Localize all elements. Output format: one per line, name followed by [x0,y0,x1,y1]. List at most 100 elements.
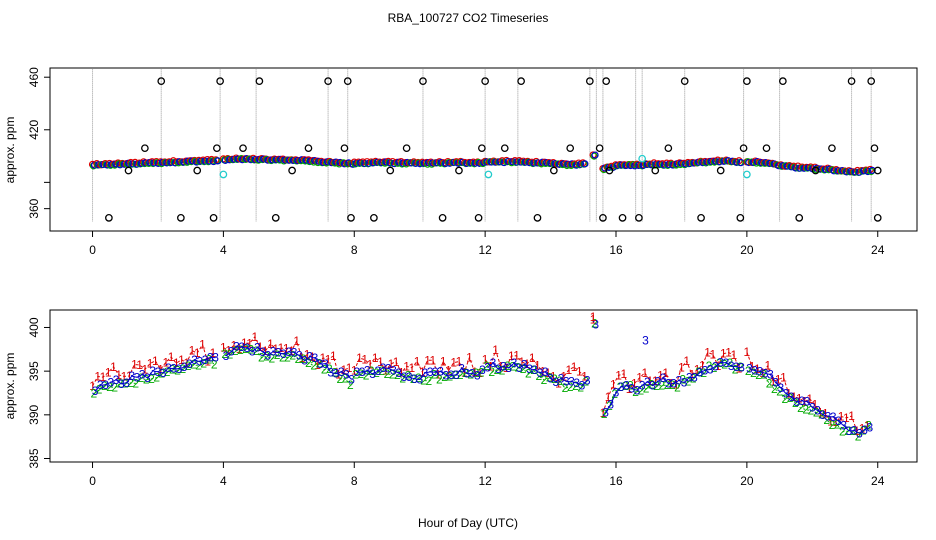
series-1-marker: 1 [136,358,143,372]
top-series-point [568,160,576,168]
top-panel: 0 4 8 12 16 20 24 360 420 460 approx. ppm [3,67,918,257]
series-2-marker: 2 [727,356,734,370]
series-1-marker: 1 [683,354,690,368]
series-3-marker: 3 [767,368,774,382]
series-1-marker: 1 [492,343,499,357]
series-3-marker: 3 [762,366,769,380]
series-2-marker: 2 [823,413,830,427]
series-2-marker: 2 [227,347,234,361]
top-series-point [294,156,302,165]
series-3-marker: 3 [374,364,381,378]
series-3-marker: 3 [696,366,703,380]
series-1-marker: 1 [304,348,311,362]
series-2-marker: 2 [106,380,113,394]
series-1-marker: 1 [456,355,463,369]
series-2-marker: 2 [591,317,598,331]
series-1-marker: 1 [605,390,612,404]
series-3-marker: 3 [516,361,523,375]
series-1-marker: 1 [157,362,164,376]
series-1-marker: 1 [571,360,578,374]
top-series-point [572,161,581,169]
series-1-marker: 1 [429,353,436,367]
top-series-point [559,160,567,169]
outlier-circle [124,166,133,175]
series-3-marker: 3 [296,349,303,363]
series-2-marker: 2 [179,362,186,376]
outlier-circle [347,214,355,222]
series-2-marker: 2 [577,380,584,394]
x-tick-label: 16 [609,243,623,257]
series-1-line [602,351,740,414]
series-3-line [605,361,742,413]
series-3-line [749,368,871,434]
series-3-marker: 3 [228,345,235,359]
outlier-circle [566,144,575,153]
series-1-marker: 1 [189,344,196,358]
chart-title: RBA_100727 CO2 Timeseries [388,11,549,25]
series-1-marker: 1 [89,379,96,393]
cyan-circle [484,170,493,179]
series-3-marker: 3 [665,377,672,391]
series-3-marker: 3 [244,341,251,355]
series-3-marker: 3 [312,351,319,365]
series-1-marker: 1 [162,355,169,369]
x-tick-label: 0 [89,474,96,488]
series-3-marker: 3 [139,368,146,382]
series-3-marker: 3 [333,367,340,381]
outlier-circle [343,77,352,85]
y-tick-label: 385 [27,448,41,468]
series-3-marker: 3 [639,378,646,392]
spike-marker: 1 [590,310,597,324]
top-series-point [436,159,444,167]
series-1-marker: 1 [621,367,628,381]
series-1-marker: 1 [346,361,353,375]
series-2-marker: 2 [664,378,671,392]
series-2-marker: 2 [111,380,118,394]
series-1-marker: 1 [388,357,395,371]
series-1-marker: 1 [419,365,426,379]
outlier-circle [157,77,166,85]
series-2-marker: 2 [342,372,349,386]
y-tick-label: 390 [27,404,41,424]
series-2-marker: 2 [295,352,302,366]
series-2-marker: 2 [850,424,857,438]
series-3-marker: 3 [364,364,371,378]
top-data-series [88,151,876,176]
series-1-marker: 1 [435,368,442,382]
series-2-line [486,365,587,389]
series-2-marker: 2 [611,387,618,401]
series-3-marker: 3 [160,366,167,380]
series-2-marker: 2 [206,352,213,366]
series-3-marker: 3 [702,363,709,377]
series-3-marker: 3 [191,353,198,367]
series-3-marker: 3 [202,353,209,367]
series-1-marker: 1 [720,347,727,361]
series-3-marker: 3 [547,372,554,386]
series-2-marker: 2 [431,367,438,381]
series-3-marker: 3 [592,318,599,332]
series-3-marker: 3 [291,345,298,359]
series-2-marker: 2 [745,364,752,378]
series-3-marker: 3 [867,421,874,435]
series-2-marker: 2 [669,378,676,392]
series-1-marker: 1 [704,346,711,360]
series-1-marker: 1 [749,360,756,374]
series-3-marker: 3 [181,360,188,374]
outlier-circle [779,77,787,85]
series-1-marker: 1 [393,355,400,369]
series-3-marker: 3 [463,367,470,381]
series-2-marker: 2 [787,391,794,405]
series-2-marker: 2 [420,374,427,388]
series-3-marker: 3 [134,370,141,384]
outlier-circle [288,166,296,175]
series-3-marker: 3 [856,426,863,440]
series-2-marker: 2 [750,366,757,380]
series-1-marker: 1 [555,376,562,390]
series-3-marker: 3 [526,362,533,376]
series-1-marker: 1 [560,370,567,384]
series-2-marker: 2 [556,374,563,388]
series-1-marker: 1 [524,357,531,371]
series-1-marker: 1 [710,347,717,361]
series-1-marker: 1 [503,361,510,375]
series-3-marker: 3 [495,362,502,376]
